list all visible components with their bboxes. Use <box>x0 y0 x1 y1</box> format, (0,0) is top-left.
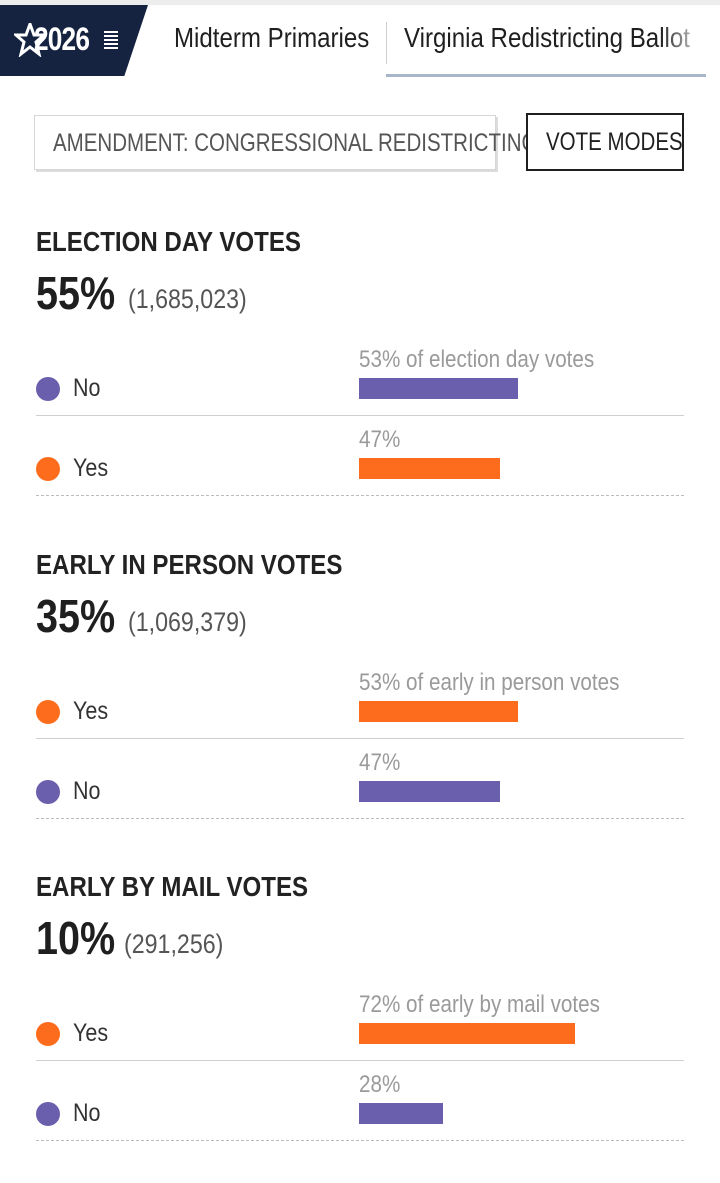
top-edge-divider <box>0 0 720 5</box>
section-vote-count: (1,069,379) <box>128 607 247 637</box>
section-title: ELECTION DAY VOTES <box>36 226 301 257</box>
result-bar <box>359 781 500 802</box>
section-divider <box>36 818 684 819</box>
result-percent: 72% of early by mail votes <box>359 991 600 1018</box>
choice-label: Yes <box>73 1019 109 1047</box>
yes-color-dot <box>36 1022 60 1046</box>
yes-color-dot <box>36 457 60 481</box>
section-divider <box>36 1140 684 1141</box>
result-row: Yes 47% <box>36 416 684 496</box>
no-color-dot <box>36 377 60 401</box>
section-vote-count: (1,685,023) <box>128 284 247 314</box>
flag-stripes-icon <box>104 31 118 51</box>
choice-label: No <box>73 1099 101 1127</box>
choice-label: No <box>73 777 101 805</box>
star-icon <box>14 23 44 57</box>
active-tab-indicator <box>386 74 706 77</box>
choice-label: Yes <box>73 697 109 725</box>
choice-label: No <box>73 374 101 402</box>
result-bar <box>359 458 500 479</box>
section-vote-count: (291,256) <box>124 929 224 959</box>
section-title: EARLY BY MAIL VOTES <box>36 871 309 902</box>
top-nav: 2026 Midterm Primaries Virginia Redistri… <box>0 0 720 78</box>
section-share: 10% <box>36 912 116 964</box>
vote-mode-section-early-by-mail: EARLY BY MAIL VOTES 10% (291,256) Yes 72… <box>36 871 684 1143</box>
nav-scroll-fade <box>660 10 720 72</box>
logo-year: 2026 <box>34 21 90 57</box>
yes-color-dot <box>36 700 60 724</box>
choice-label: Yes <box>73 454 109 482</box>
result-percent: 53% of election day votes <box>359 346 595 373</box>
section-share: 55% <box>36 267 116 319</box>
vote-modes-label: VOTE MODES <box>546 128 683 156</box>
amendment-select-label: AMENDMENT: CONGRESSIONAL REDISTRICTING <box>53 129 538 157</box>
no-color-dot <box>36 1102 60 1126</box>
result-row: Yes 72% of early by mail votes <box>36 981 684 1061</box>
nav-divider <box>386 22 387 64</box>
section-divider <box>36 495 684 496</box>
result-row: Yes 53% of early in person votes <box>36 659 684 739</box>
result-bar <box>359 378 518 399</box>
row-divider <box>36 415 684 416</box>
result-bar <box>359 1023 575 1044</box>
tab-midterm-primaries[interactable]: Midterm Primaries <box>174 22 370 53</box>
result-row: No 28% <box>36 1061 684 1141</box>
result-bar <box>359 1103 443 1124</box>
vote-mode-section-election-day: ELECTION DAY VOTES 55% (1,685,023) No 53… <box>36 226 684 498</box>
result-row: No 53% of election day votes <box>36 336 684 416</box>
result-percent: 28% <box>359 1071 401 1098</box>
no-color-dot <box>36 780 60 804</box>
election-2026-logo[interactable]: 2026 <box>0 5 148 76</box>
vote-modes-button[interactable]: VOTE MODES <box>526 113 684 171</box>
amendment-select-button[interactable]: AMENDMENT: CONGRESSIONAL REDISTRICTING <box>34 115 537 170</box>
section-share: 35% <box>36 590 116 642</box>
vote-mode-section-early-in-person: EARLY IN PERSON VOTES 35% (1,069,379) Ye… <box>36 549 684 821</box>
tab-virginia-redistricting-ballot[interactable]: Virginia Redistricting Ballot <box>404 22 690 53</box>
result-percent: 47% <box>359 426 401 453</box>
row-divider <box>36 738 684 739</box>
section-title: EARLY IN PERSON VOTES <box>36 549 343 580</box>
result-row: No 47% <box>36 739 684 819</box>
result-percent: 53% of early in person votes <box>359 669 620 696</box>
row-divider <box>36 1060 684 1061</box>
result-percent: 47% <box>359 749 401 776</box>
result-bar <box>359 701 518 722</box>
